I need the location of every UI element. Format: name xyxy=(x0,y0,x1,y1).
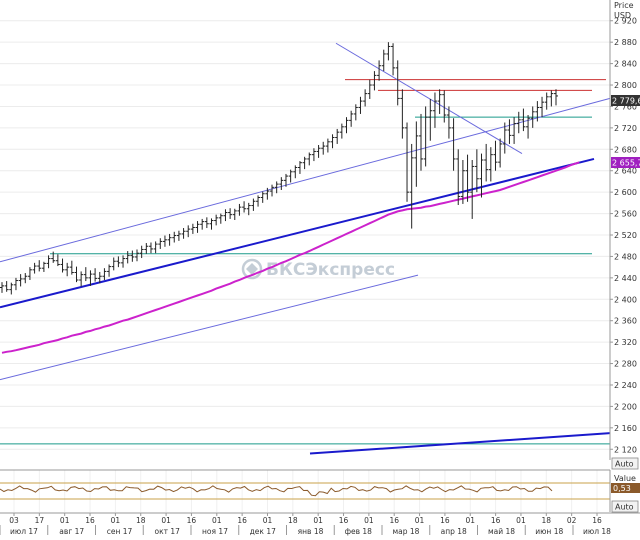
y-tick-label: 2 160 xyxy=(614,424,637,433)
y-tick-label: 2 720 xyxy=(614,124,637,133)
channel-bottom xyxy=(309,432,611,455)
x-day-label: 02 xyxy=(567,516,577,525)
y-tick-label: 2 680 xyxy=(614,145,637,154)
moving-average xyxy=(1,161,580,354)
x-day-label: 18 xyxy=(288,516,298,525)
channel-lower xyxy=(0,157,595,309)
x-month-label: авг 17 xyxy=(59,527,84,536)
x-month-label: окт 17 xyxy=(155,527,181,536)
watermark-logo-mark-icon xyxy=(246,263,258,275)
x-month-label: июл 17 xyxy=(10,527,38,536)
x-day-label: 01 xyxy=(60,516,70,525)
x-day-label: 18 xyxy=(542,516,552,525)
y-tick-label: 2 600 xyxy=(614,188,637,197)
y-tick-label: 2 800 xyxy=(614,81,637,90)
y-tick-label: 2 560 xyxy=(614,210,637,219)
y-tick-label: 2 480 xyxy=(614,252,637,261)
x-month-label: фев 18 xyxy=(345,527,373,536)
y-tick-label: 2 200 xyxy=(614,402,637,411)
y-tick-label: 2 840 xyxy=(614,60,637,69)
x-month-label: июл 18 xyxy=(583,527,611,536)
x-day-label: 01 xyxy=(212,516,222,525)
x-day-label: 01 xyxy=(516,516,526,525)
channel-upper xyxy=(0,97,611,263)
last-price-badge-bg xyxy=(611,95,640,106)
y-tick-label: 2 400 xyxy=(614,295,637,304)
x-day-label: 01 xyxy=(364,516,374,525)
moving-average-line xyxy=(1,161,580,354)
x-month-label: дек 17 xyxy=(250,527,276,536)
x-day-label: 01 xyxy=(415,516,425,525)
watermark-logo-icon xyxy=(241,258,263,280)
x-day-label: 16 xyxy=(237,516,247,525)
x-day-label: 17 xyxy=(35,516,45,525)
x-month-label: сен 17 xyxy=(107,527,133,536)
watermark-text: БКСЭкспресс xyxy=(266,260,395,280)
x-day-label: 16 xyxy=(592,516,602,525)
x-day-label: 01 xyxy=(465,516,475,525)
y-tick-label: 2 360 xyxy=(614,317,637,326)
x-day-label: 16 xyxy=(389,516,399,525)
y-tick-label: 2 520 xyxy=(614,231,637,240)
y-tick-label: 2 760 xyxy=(614,102,637,111)
currency-label: USD xyxy=(614,11,631,20)
watermark: БКСЭкспресс xyxy=(241,258,395,280)
y-tick-label: 2 320 xyxy=(614,338,637,347)
descending-trend-line xyxy=(335,42,523,155)
x-month-label: июн 18 xyxy=(535,527,563,536)
x-axis: 03 17 01 16 01 18 01 16 01 16 01 18 01 16 01 16 01 16 01 16… xyxy=(0,513,611,536)
trend-lines xyxy=(0,42,611,455)
auto-button-oscillator[interactable]: Auto xyxy=(611,500,639,513)
x-day-label: 01 xyxy=(263,516,273,525)
oscillator-value: 0,53 xyxy=(613,484,631,493)
oscillator-label: Value xyxy=(614,474,636,483)
candles xyxy=(0,42,558,295)
oscillator-line xyxy=(0,485,553,497)
x-day-label: 01 xyxy=(161,516,171,525)
x-day-label: 03 xyxy=(9,516,19,525)
x-day-label: 16 xyxy=(491,516,501,525)
x-month-label: мар 18 xyxy=(393,527,420,536)
y-tick-label: 2 120 xyxy=(614,445,637,454)
oscillator-panel: Value 0,53 Auto xyxy=(0,470,640,513)
y-tick-label: 2 920 xyxy=(614,17,637,26)
last-price-badge: 2 779,6 xyxy=(611,95,640,106)
y-tick-label: 2 240 xyxy=(614,381,637,390)
y-tick-label: 2 280 xyxy=(614,360,637,369)
ma-value-badge: 2 655,76 xyxy=(611,157,640,168)
ma-value: 2 655,76 xyxy=(612,159,640,168)
y-tick-label: 2 640 xyxy=(614,167,637,176)
x-day-label: 18 xyxy=(136,516,146,525)
oscillator-value-badge-bg xyxy=(611,483,640,493)
x-day-label: 16 xyxy=(339,516,349,525)
auto-button-main-bg[interactable] xyxy=(611,457,639,470)
auto-button-oscillator-label[interactable]: Auto xyxy=(615,503,634,512)
x-month-label: апр 18 xyxy=(441,527,467,536)
last-price-value: 2 779,6 xyxy=(612,97,640,106)
y-axis: Price USD 2 920 2 880 2 840 2 800 2 760 2 720… xyxy=(609,0,637,460)
auto-button-main[interactable]: Auto xyxy=(611,457,639,470)
channel-parallel xyxy=(0,274,419,381)
x-month-label: янв 18 xyxy=(298,527,324,536)
x-month-label: ноя 17 xyxy=(202,527,228,536)
x-day-label: 01 xyxy=(111,516,121,525)
x-day-label: 16 xyxy=(187,516,197,525)
ma-value-badge-bg xyxy=(611,157,640,168)
x-day-label: 16 xyxy=(440,516,450,525)
y-tick-label: 2 880 xyxy=(614,38,637,47)
price-label: Price xyxy=(614,1,634,10)
x-day-label: 01 xyxy=(313,516,323,525)
auto-button-main-label[interactable]: Auto xyxy=(615,460,634,469)
x-month-label: май 18 xyxy=(488,527,515,536)
y-tick-label: 2 440 xyxy=(614,274,637,283)
auto-button-oscillator-bg[interactable] xyxy=(611,500,639,513)
x-day-label: 16 xyxy=(85,516,95,525)
